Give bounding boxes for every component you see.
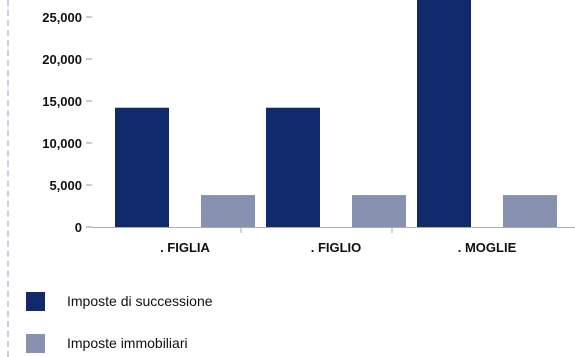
x-tick-label-0: . FIGLIA <box>160 240 210 255</box>
bar-immobiliari-2 <box>503 195 557 227</box>
bar-successione-1 <box>266 107 320 227</box>
legend-swatch-immobiliari <box>26 333 45 353</box>
legend-label-successione: Imposte di successione <box>67 293 213 309</box>
x-tick-label-1: . FIGLIO <box>311 240 362 255</box>
bar-successione-0 <box>115 107 169 227</box>
bar-immobiliari-1 <box>352 195 406 227</box>
bars <box>115 0 557 227</box>
legend-label-immobiliari: Imposte immobiliari <box>67 335 188 351</box>
y-tick-label-1: 5,000 <box>49 178 82 193</box>
x-tick-label-2: . MOGLIE <box>458 240 517 255</box>
y-tick-label-0: 0 <box>75 220 82 235</box>
legend-item-immobiliari: Imposte immobiliari <box>26 333 188 353</box>
frame-border <box>7 0 9 357</box>
legend-swatch-successione <box>26 291 45 311</box>
bar-immobiliari-0 <box>201 195 255 227</box>
y-tick-label-4: 20,000 <box>42 52 82 67</box>
x-axis: . FIGLIA . FIGLIO . MOGLIE <box>92 227 575 255</box>
y-tick-label-2: 10,000 <box>42 136 82 151</box>
bar-successione-2 <box>417 0 471 227</box>
y-axis: 0 5,000 10,000 15,000 20,000 25,000 <box>42 10 92 235</box>
y-tick-label-5: 25,000 <box>42 10 82 25</box>
y-tick-label-3: 15,000 <box>42 94 82 109</box>
legend-item-successione: Imposte di successione <box>26 291 213 311</box>
